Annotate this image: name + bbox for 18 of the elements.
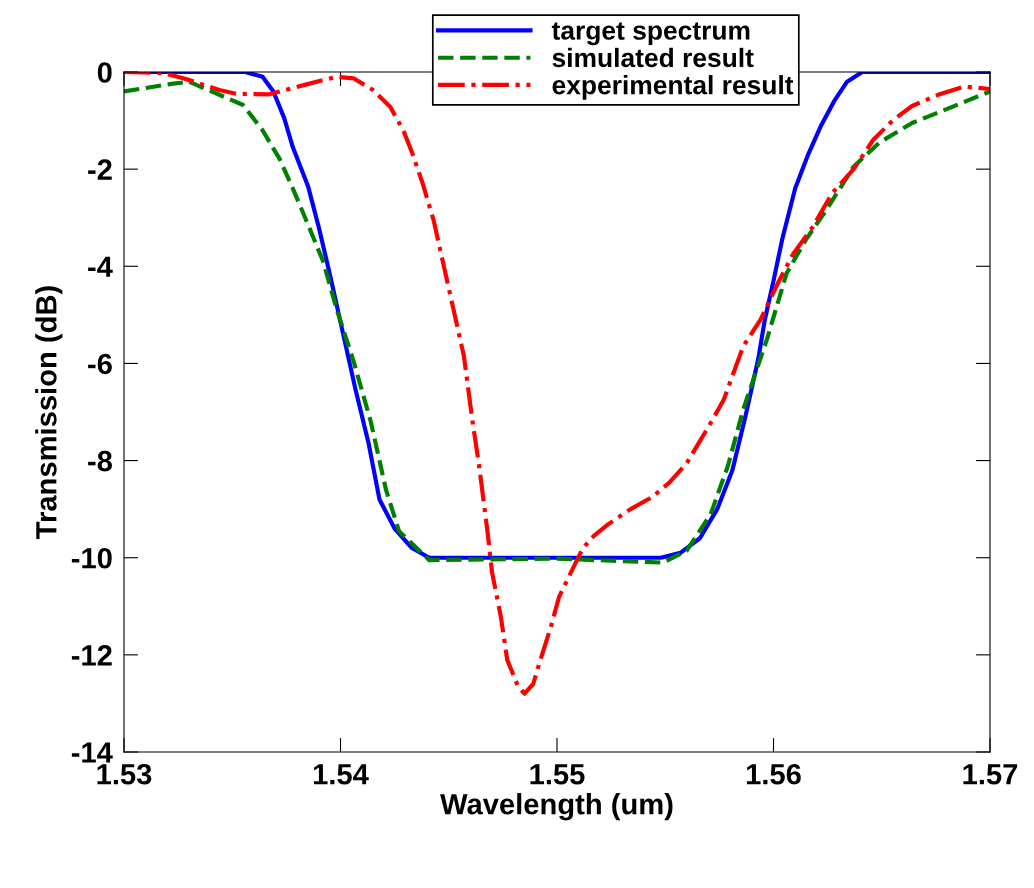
x-tick-label: 1.56 — [746, 763, 801, 785]
x-tick-label: 1.57 — [963, 764, 1018, 785]
x-axis-title: Wavelength (um) — [440, 793, 673, 821]
legend-label: experimental result — [552, 75, 794, 100]
legend-label: target spectrum — [551, 22, 750, 46]
y-tick-label: -2 — [88, 159, 112, 180]
y-axis-title: Transmission (dB) — [35, 286, 63, 539]
x-tick-label: 1.54 — [313, 764, 369, 785]
y-tick-label: -12 — [71, 645, 112, 666]
x-tick-label: 1.53 — [97, 763, 152, 785]
x-tick-label: 1.55 — [530, 764, 585, 785]
y-tick-label: -6 — [88, 353, 112, 375]
y-tick-label: -8 — [88, 450, 112, 472]
y-tick-label: 0 — [97, 62, 112, 83]
legend-label: simulated result — [552, 47, 754, 68]
y-tick-label: -4 — [88, 256, 113, 277]
y-tick-label: -14 — [71, 742, 113, 763]
y-tick-label: -10 — [71, 547, 112, 569]
